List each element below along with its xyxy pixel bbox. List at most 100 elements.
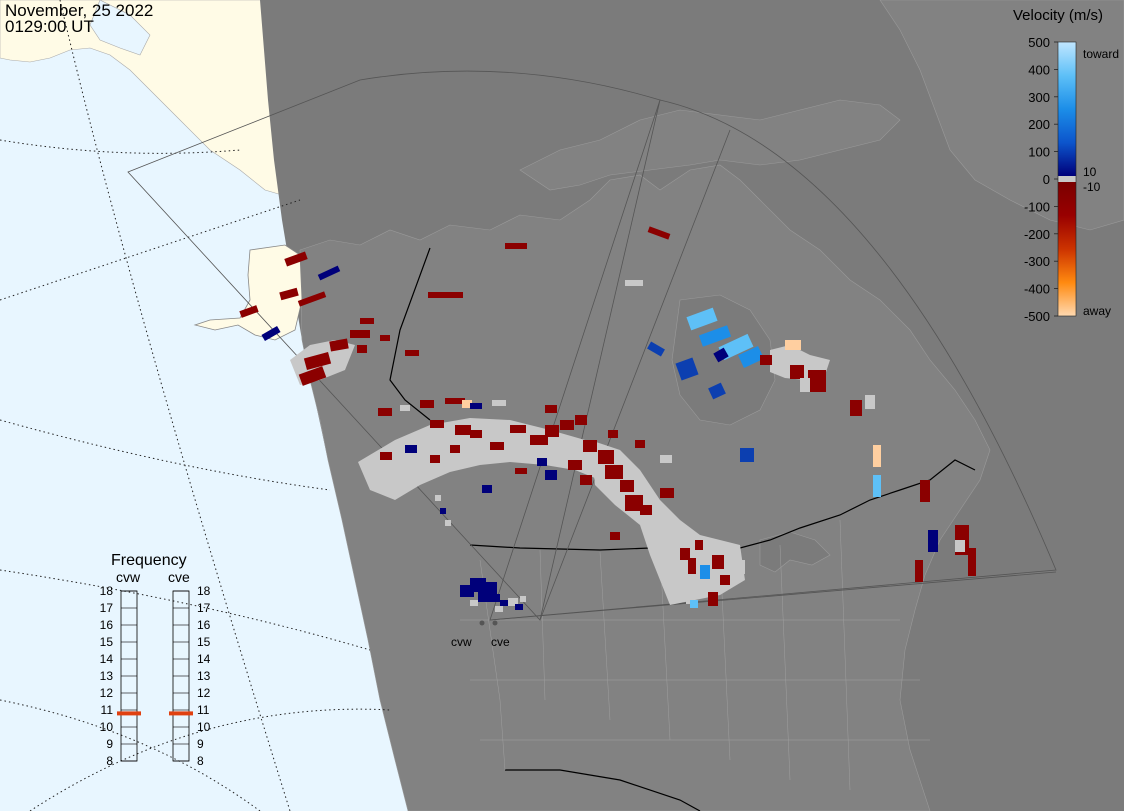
legend-tick-label: 300 [1028,90,1050,105]
boundary-us-mexico [505,769,701,811]
velocity-cell [680,548,690,560]
velocity-cell [560,420,574,430]
frequency-marker-cve [169,711,193,716]
velocity-cell [635,440,645,448]
velocity-cell [303,351,332,371]
legend-tick-label: 200 [1028,117,1050,132]
frequency-tick-label: 8 [197,754,204,768]
velocity-cell [470,430,482,438]
velocity-cell [800,378,810,392]
frequency-tick-label: 14 [100,652,114,666]
radar-label-cvw: cvw [451,635,472,649]
velocity-cell [738,346,764,368]
fov-cve [489,99,1057,621]
frequency-tick-label: 10 [100,720,114,734]
velocity-cell [357,345,367,353]
velocity-cell [718,333,754,361]
velocity-cell [470,578,486,592]
velocity-cell [378,408,392,416]
fov-cvw [127,70,661,621]
land-arctic-islands [519,99,901,191]
radar-label-cve: cve [491,635,510,649]
velocity-cell [530,435,548,445]
legend-ticks: 500 400 300 200 100 0 -100 -200 -300 -400 -500 [1024,35,1058,324]
velocity-cell [708,382,726,400]
velocity-cell [568,460,582,470]
velocity-cell [520,596,526,602]
legend-tick-label: -100 [1024,199,1050,214]
velocity-cell [873,445,881,467]
boundary-alaska-canada [389,247,431,421]
velocity-cell [329,338,349,352]
great-lakes [759,531,831,573]
velocity-cell [400,405,410,411]
velocity-cell [428,292,463,298]
velocity-cell [873,475,881,497]
velocity-cell [515,604,523,610]
velocity-cell [500,600,510,606]
velocity-cell [430,420,444,428]
frequency-tick-label: 16 [100,618,114,632]
legend-title: Velocity (m/s) [1013,7,1103,24]
velocity-cell [708,592,718,606]
velocity-cell [430,455,440,463]
velocity-cell [445,520,451,526]
frequency-tick-label: 10 [197,720,211,734]
velocity-cell [478,592,492,602]
frequency-tick-label: 16 [197,618,211,632]
header-time: 0129:00 UT [5,17,94,36]
velocity-cell [675,357,699,381]
frequency-tick-label: 17 [197,601,211,615]
velocity-cell [620,480,634,492]
legend-bar-zero [1058,176,1076,182]
velocity-cell [505,243,527,249]
radar-site-cve [492,620,498,626]
velocity-cell [647,226,671,240]
velocity-cell [598,450,614,464]
velocity-cell [297,291,327,307]
velocity-cell [865,395,875,409]
frequency-tick-label: 11 [197,703,210,717]
velocity-cell [605,465,623,479]
velocity-cell [928,530,938,552]
velocity-cell [455,425,471,435]
velocity-cell [470,403,482,409]
legend-tick-label: 400 [1028,62,1050,77]
frequency-title: Frequency [111,552,187,569]
velocity-cell [735,560,745,574]
frequency-tick-label: 11 [101,703,114,717]
velocity-cell [445,398,465,404]
velocity-cell [647,341,665,357]
velocity-cell [492,400,506,406]
velocity-cell [688,558,696,574]
velocity-cell [490,442,504,450]
velocity-cell [785,340,801,350]
velocity-cell [625,495,643,511]
velocity-cell [420,400,434,408]
velocity-cell [850,400,862,416]
velocity-cell [968,548,976,576]
frequency-tick-label: 18 [100,584,114,598]
velocity-cell [515,468,527,474]
legend-neg-thresh: -10 [1083,180,1101,194]
velocity-cell [690,600,698,608]
lat-lon-grid [0,0,391,811]
velocity-cell [695,540,703,550]
legend-tick-label: -400 [1024,282,1050,297]
legend-tick-label: -500 [1024,309,1050,324]
land-daylight-coast [89,0,151,56]
velocity-cell [239,305,259,318]
velocity-cell [583,440,597,452]
legend-tick-label: 100 [1028,145,1050,160]
velocity-cell [955,540,965,552]
velocity-cell [492,594,500,602]
velocity-cell [360,318,374,324]
velocity-cell [405,350,419,356]
frequency-label-cve: cve [168,569,190,585]
velocity-cell [712,555,724,569]
legend-bar-negative [1058,182,1076,316]
velocity-cells [239,226,976,612]
frequency-scales: 18 17 16 15 14 13 12 11 10 9 8 18 17 16 15 14 13 12 11 10 9 8 [100,584,211,768]
velocity-cell [545,405,557,413]
velocity-cell [660,488,674,498]
